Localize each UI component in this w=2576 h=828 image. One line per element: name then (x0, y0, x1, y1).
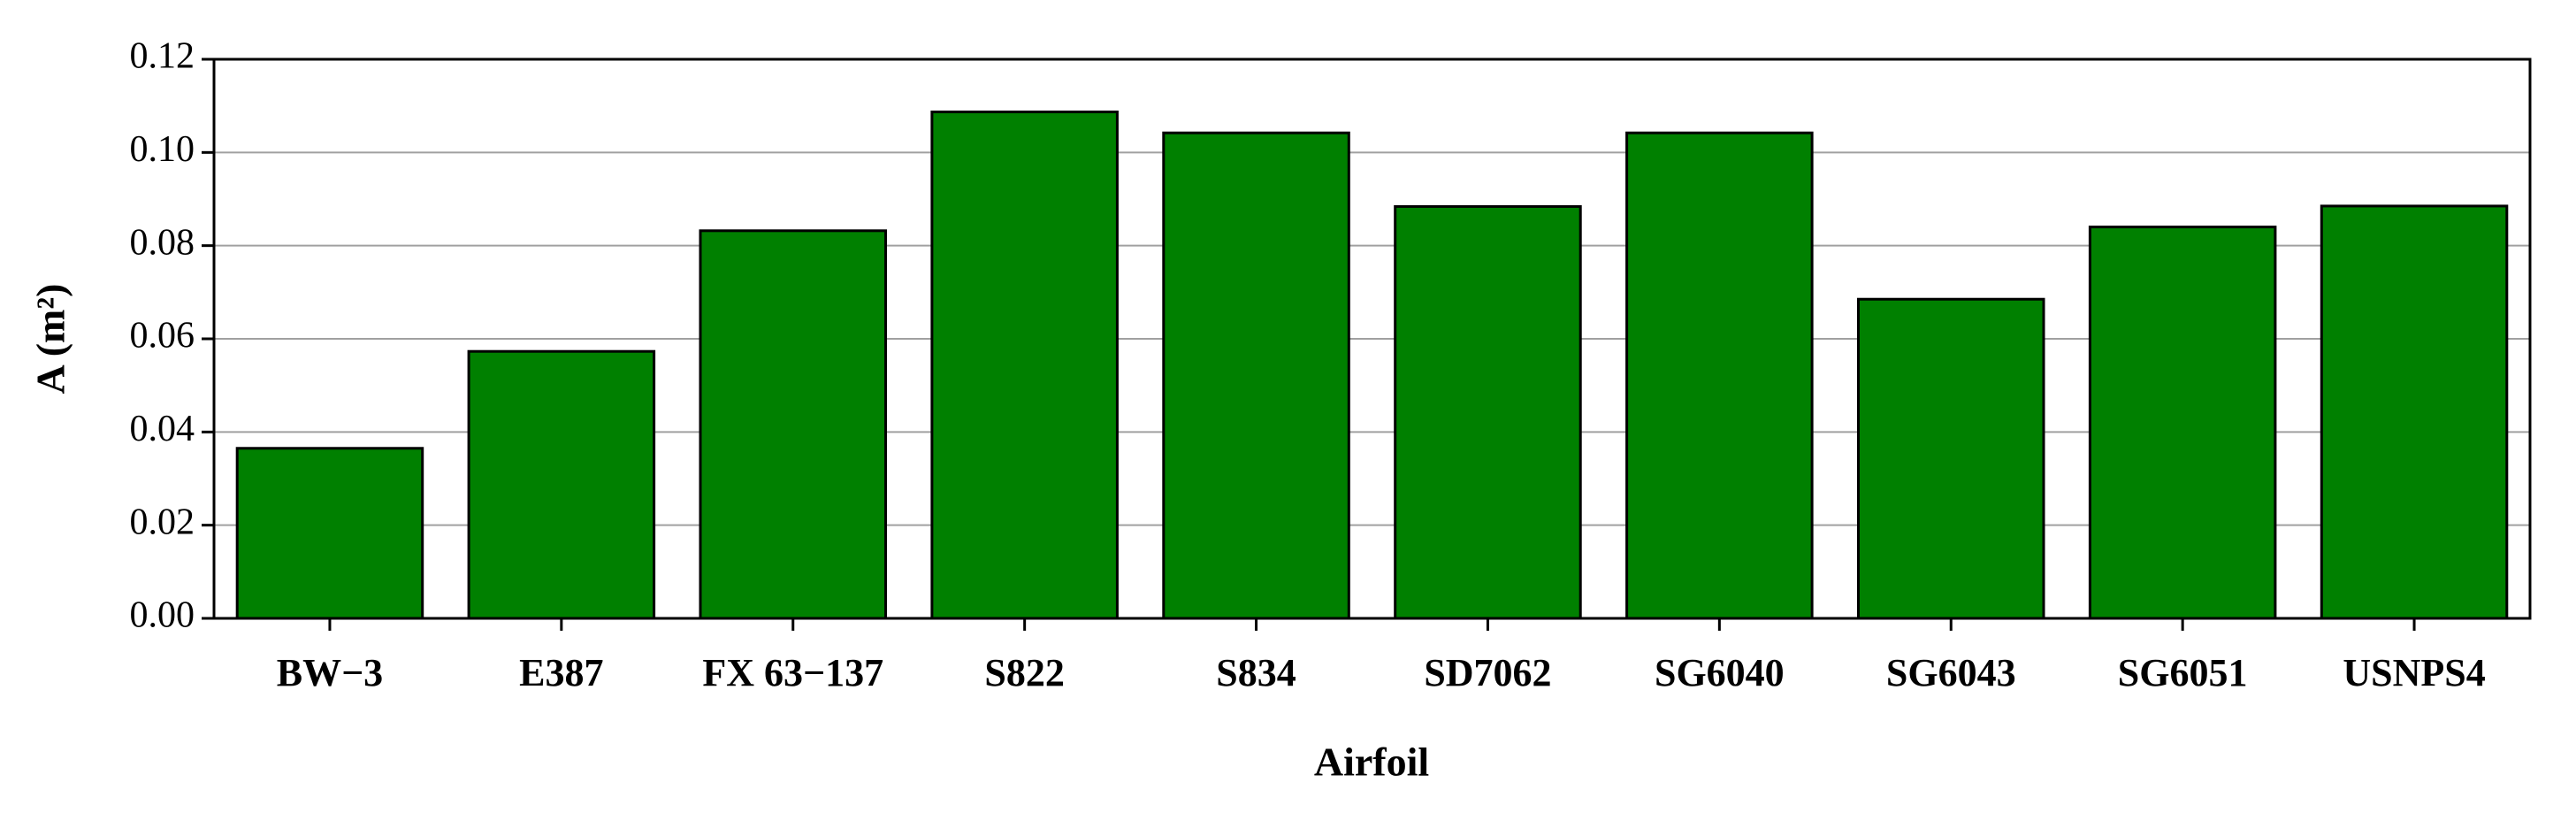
y-tick-label: 0.02 (130, 502, 195, 542)
y-tick-label: 0.00 (130, 595, 195, 636)
y-tick-label: 0.08 (130, 222, 195, 263)
x-tick-label: USNPS4 (2343, 651, 2485, 694)
x-tick-label: BW−3 (277, 651, 383, 694)
x-tick-label: E387 (519, 651, 603, 694)
y-axis-title: A (m²) (28, 284, 73, 395)
x-axis-title: Airfoil (1314, 740, 1429, 785)
bar (467, 349, 656, 620)
x-tick-label: SD7062 (1424, 651, 1551, 694)
bar (2320, 204, 2509, 620)
y-tick-label: 0.10 (130, 129, 195, 170)
x-tick-label: SG6051 (2118, 651, 2248, 694)
bar (1856, 297, 2045, 620)
x-tick-label: SG6043 (1886, 651, 2016, 694)
bar (1162, 131, 1350, 620)
y-tick-label: 0.04 (130, 409, 195, 449)
bar (2088, 226, 2277, 620)
bar (1625, 131, 1814, 620)
x-tick-label: FX 63−137 (702, 651, 883, 694)
x-tick-label: SG6040 (1655, 651, 1785, 694)
bar (930, 111, 1119, 620)
y-tick-label: 0.12 (130, 36, 195, 77)
x-tick-label: S822 (984, 651, 1064, 694)
y-tick-label: 0.06 (130, 316, 195, 356)
x-tick-label: S834 (1216, 651, 1296, 694)
bar (1394, 204, 1582, 620)
bar (235, 447, 424, 620)
bar (699, 229, 888, 620)
plot-frame (212, 58, 2532, 620)
